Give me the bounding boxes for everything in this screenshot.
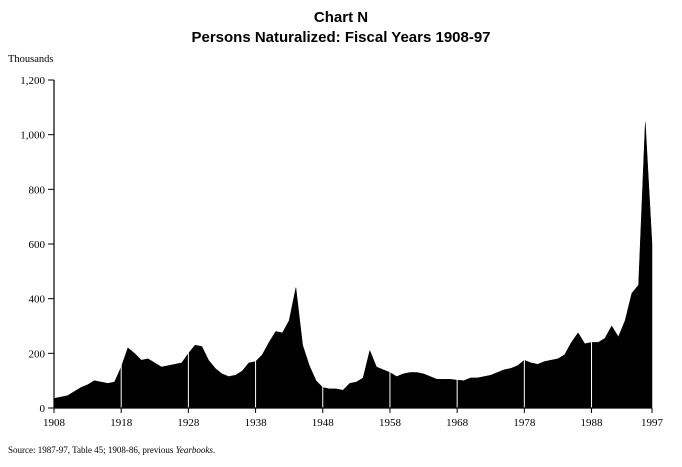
x-tick-label-1928: 1928 — [177, 417, 200, 429]
x-tick-label-1958: 1958 — [379, 417, 402, 429]
area-chart: 0 200 400 600 800 1,000 1,200 1908 1918 1928 1938 1… — [20, 75, 664, 429]
x-tick-label-1968: 1968 — [446, 417, 469, 429]
y-tick-label-1200: 1,200 — [20, 75, 45, 87]
y-axis-label: Thousands — [8, 54, 54, 65]
x-tick-label-1978: 1978 — [513, 417, 536, 429]
chart-title: Chart N — [313, 9, 369, 26]
x-tick-label-1948: 1948 — [312, 417, 335, 429]
source-italic: Yearbooks — [175, 445, 213, 455]
y-tick-label-400: 400 — [29, 294, 46, 306]
y-tick-label-0: 0 — [40, 403, 46, 415]
chart-subtitle: Persons Naturalized: Fiscal Years 1908-9… — [191, 29, 491, 46]
x-tick-label-1988: 1988 — [581, 417, 604, 429]
y-tick-label-600: 600 — [29, 239, 46, 251]
y-tick-label-200: 200 — [29, 348, 46, 360]
source-text: Source: 1987-97, Table 45; 1908-86, prev… — [8, 445, 176, 455]
source-note: Source: 1987-97, Table 45; 1908-86, prev… — [8, 445, 215, 455]
x-tick-label-1918: 1918 — [110, 417, 133, 429]
y-tick-label-800: 800 — [29, 184, 46, 196]
data-area — [53, 122, 653, 409]
x-tick-label-1997: 1997 — [641, 417, 664, 429]
x-tick-label-1908: 1908 — [43, 417, 66, 429]
source-end: . — [212, 445, 216, 455]
y-tick-label-1000: 1,000 — [20, 130, 45, 142]
x-tick-label-1938: 1938 — [245, 417, 268, 429]
